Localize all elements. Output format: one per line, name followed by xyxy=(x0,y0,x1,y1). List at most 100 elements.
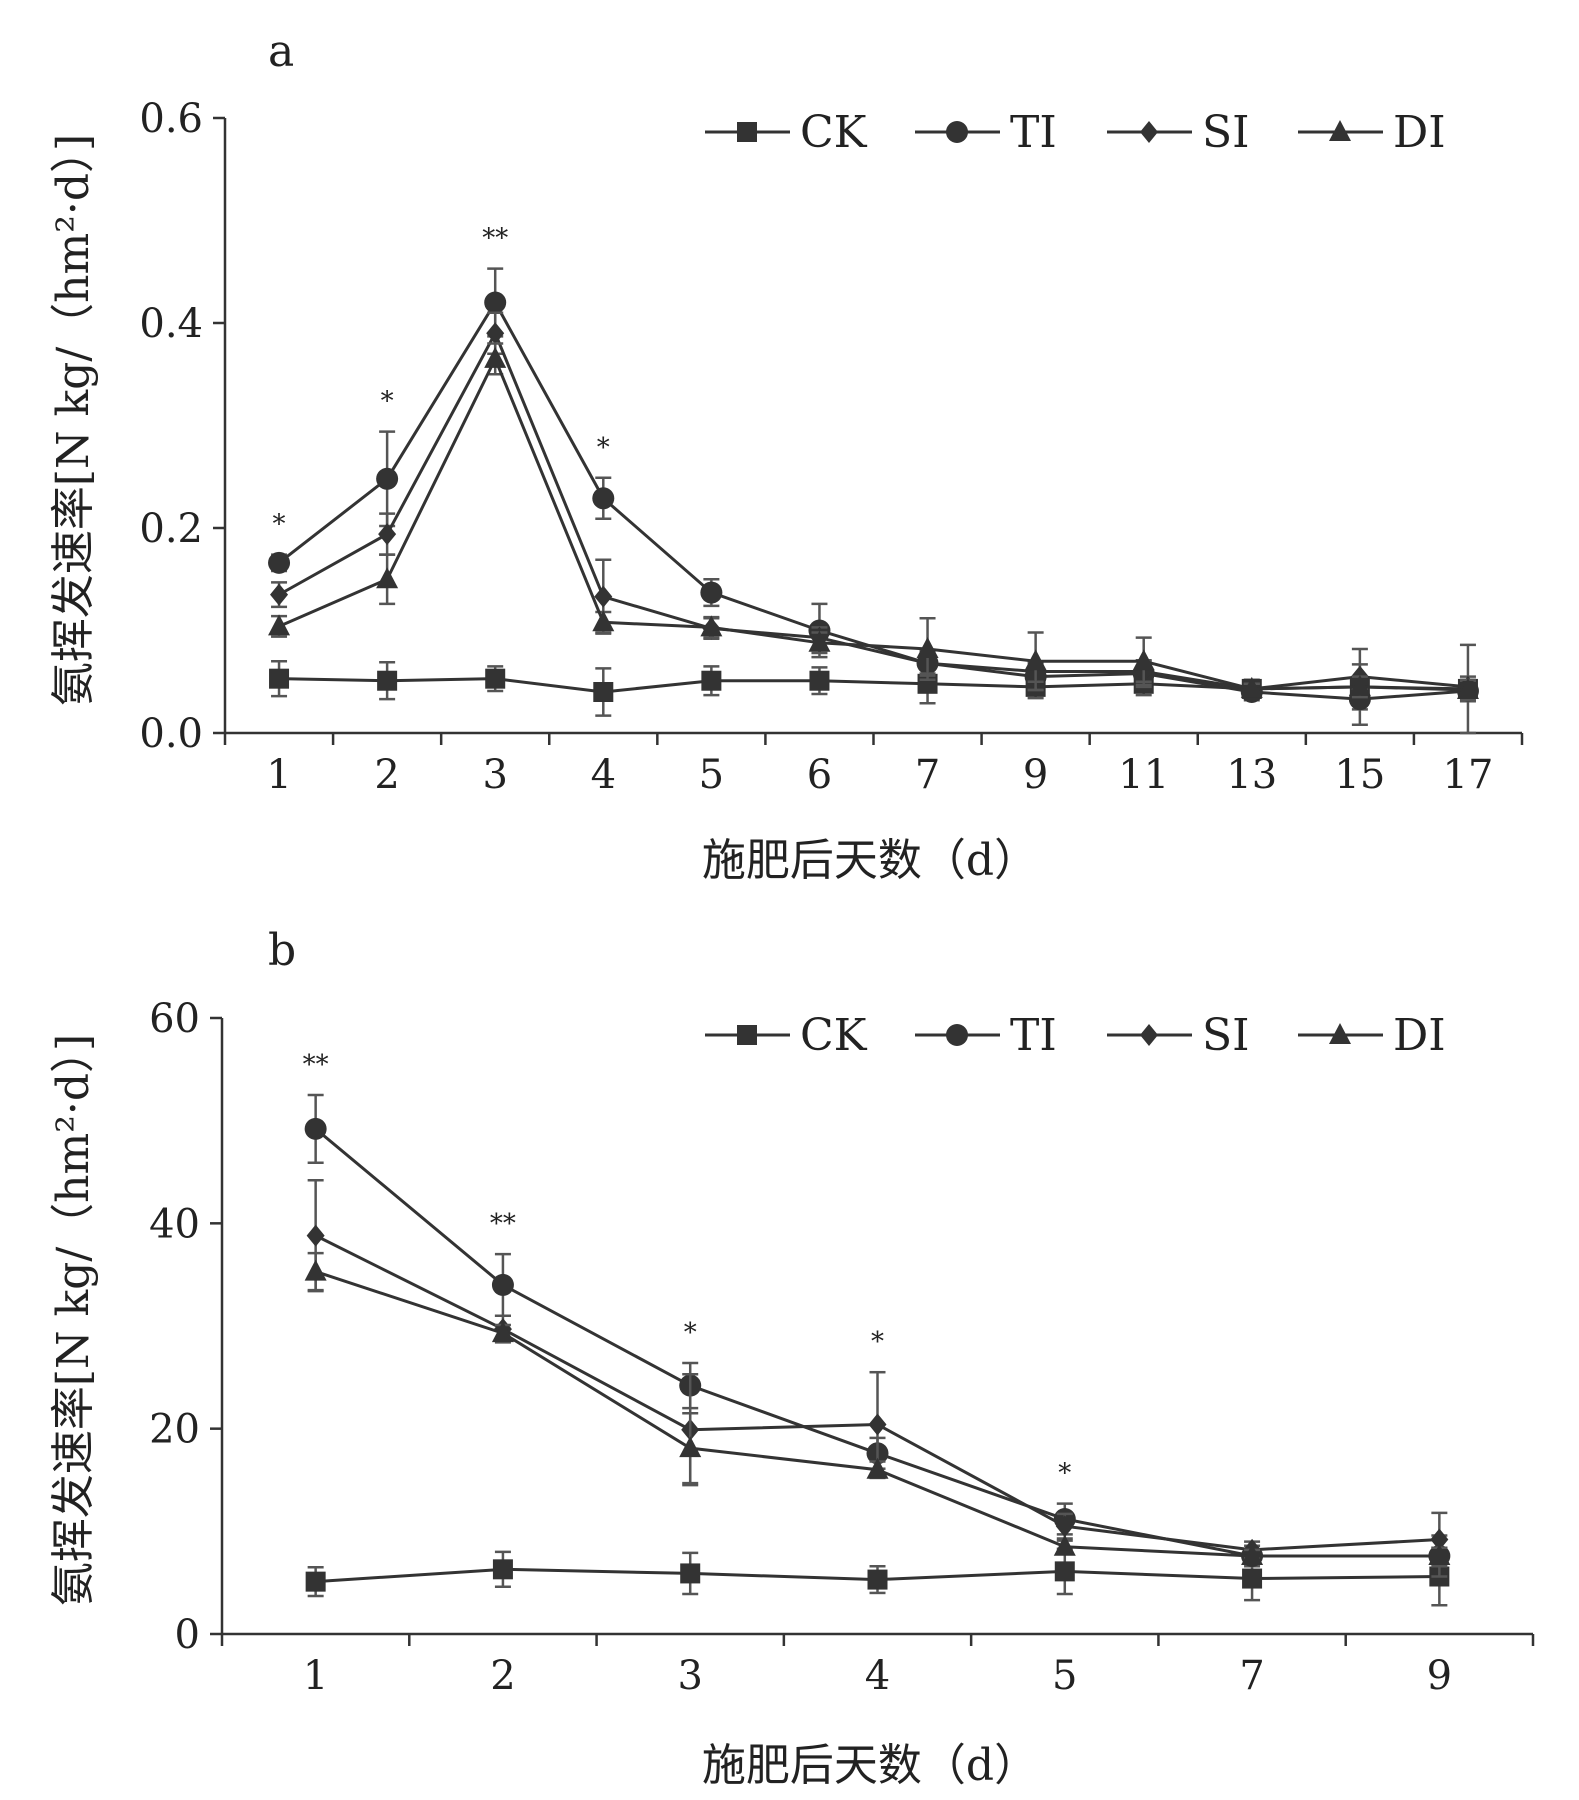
data-point-ti xyxy=(268,551,291,574)
data-point-si xyxy=(594,585,613,608)
y-axis-title-b: 氨挥发速率[N kg/（hm²·d）] xyxy=(48,1034,99,1606)
data-point-ck xyxy=(867,1569,888,1590)
significance-marker: ** xyxy=(490,1209,516,1239)
y-tick-label: 0.2 xyxy=(139,506,203,552)
y-tick-label: 0.0 xyxy=(139,711,203,757)
data-point-di xyxy=(1348,674,1371,696)
data-point-di xyxy=(1456,677,1479,699)
significance-marker: ** xyxy=(303,1050,329,1080)
data-point-ti xyxy=(700,581,723,604)
legend-marker-ck xyxy=(737,122,757,142)
data-point-di xyxy=(1053,1534,1076,1556)
x-tick-label: 7 xyxy=(915,752,940,798)
significance-marker: * xyxy=(684,1318,697,1348)
data-point-di xyxy=(484,346,507,368)
x-tick-label: 5 xyxy=(1052,1653,1077,1699)
y-tick-label: 60 xyxy=(149,996,200,1042)
legend-label-ti: TI xyxy=(1010,107,1057,158)
data-point-ti xyxy=(592,487,615,510)
data-point-si xyxy=(1430,1528,1449,1551)
x-tick-label: 17 xyxy=(1443,752,1494,798)
data-point-ck xyxy=(269,668,290,689)
legend-marker-si xyxy=(1140,1024,1158,1046)
x-tick-label: 11 xyxy=(1118,752,1169,798)
x-axis-title-a: 施肥后天数（d） xyxy=(702,835,1038,886)
data-point-di xyxy=(916,636,939,658)
legend-label-di: DI xyxy=(1393,107,1446,158)
series-line-ti xyxy=(278,299,1469,701)
data-point-ck xyxy=(680,1563,701,1584)
panel-label-a: a xyxy=(268,26,294,77)
data-point-si xyxy=(378,523,397,546)
x-tick-label: 15 xyxy=(1334,752,1385,798)
x-tick-label: 3 xyxy=(482,752,507,798)
data-point-ck xyxy=(305,1571,326,1592)
data-point-si xyxy=(270,583,289,606)
x-tick-label: 4 xyxy=(865,1653,890,1699)
x-tick-label: 6 xyxy=(807,752,832,798)
significance-marker: * xyxy=(381,387,394,417)
data-point-si xyxy=(868,1413,887,1436)
y-axis-title-a: 氨挥发速率[N kg/（hm²·d）] xyxy=(48,134,99,706)
data-point-ck xyxy=(701,670,722,691)
data-point-di xyxy=(268,614,291,636)
x-tick-label: 2 xyxy=(374,752,399,798)
data-point-di xyxy=(700,615,723,637)
x-axis-title-b: 施肥后天数（d） xyxy=(702,1740,1038,1791)
x-tick-label: 3 xyxy=(677,1653,702,1699)
data-point-ck xyxy=(593,682,614,702)
data-point-di xyxy=(1024,649,1047,671)
y-tick-label: 20 xyxy=(149,1407,200,1453)
y-tick-label: 0 xyxy=(175,1612,200,1658)
x-tick-label: 2 xyxy=(490,1653,515,1699)
legend-label-si: SI xyxy=(1202,1010,1250,1061)
y-tick-label: 40 xyxy=(149,1201,200,1247)
y-tick-label: 0.6 xyxy=(139,96,203,142)
chart-panel-b: b 氨挥发速率[N kg/（hm²·d）] 施肥后天数（d） 0 20 40 60 1 2… xyxy=(48,925,1535,1791)
x-tick-label: 4 xyxy=(591,752,616,798)
legend-marker-ti xyxy=(946,1024,968,1046)
x-tick-label: 1 xyxy=(303,1653,328,1699)
x-tick-label: 7 xyxy=(1239,1653,1264,1699)
data-point-ck xyxy=(1054,1561,1075,1582)
data-point-di xyxy=(304,1259,327,1281)
data-point-di xyxy=(1428,1543,1451,1565)
legend-label-di: DI xyxy=(1393,1010,1446,1061)
data-point-ck xyxy=(809,670,830,691)
data-point-di xyxy=(1132,649,1155,671)
data-point-di xyxy=(808,630,831,652)
data-point-ck xyxy=(492,1559,513,1580)
significance-marker: ** xyxy=(482,224,508,254)
data-point-ti xyxy=(376,467,399,490)
data-point-ck xyxy=(377,670,398,691)
y-tick-label: 0.4 xyxy=(139,301,203,347)
data-point-di xyxy=(376,567,399,589)
significance-marker: * xyxy=(871,1327,884,1357)
series-line-si xyxy=(278,329,1469,691)
chart-panel-a: a 氨挥发速率[N kg/（hm²·d）] 施肥后天数（d） 0.0 0.2 0.4… xyxy=(48,26,1524,886)
data-point-di xyxy=(491,1321,514,1343)
legend-marker-ti xyxy=(946,121,968,143)
data-point-di xyxy=(592,610,615,632)
x-tick-label: 1 xyxy=(266,752,291,798)
legend-label-ti: TI xyxy=(1010,1010,1057,1061)
data-point-di xyxy=(679,1436,702,1458)
significance-marker: * xyxy=(597,433,610,463)
x-tick-label: 13 xyxy=(1226,752,1277,798)
data-point-ti xyxy=(484,291,507,314)
data-point-si xyxy=(1055,1515,1074,1538)
data-point-ti xyxy=(491,1273,514,1296)
data-point-si xyxy=(306,1224,325,1247)
significance-marker: * xyxy=(1058,1459,1071,1489)
data-point-ck xyxy=(1242,1568,1263,1589)
series-line-di xyxy=(278,355,1469,692)
data-point-ck xyxy=(485,668,506,689)
significance-marker: * xyxy=(273,510,286,540)
legend-label-ck: CK xyxy=(800,107,868,158)
data-point-di xyxy=(1241,1543,1264,1565)
data-point-di xyxy=(866,1457,889,1479)
x-tick-label: 9 xyxy=(1427,1653,1452,1699)
x-tick-label: 9 xyxy=(1023,752,1048,798)
data-point-ti xyxy=(304,1117,327,1140)
